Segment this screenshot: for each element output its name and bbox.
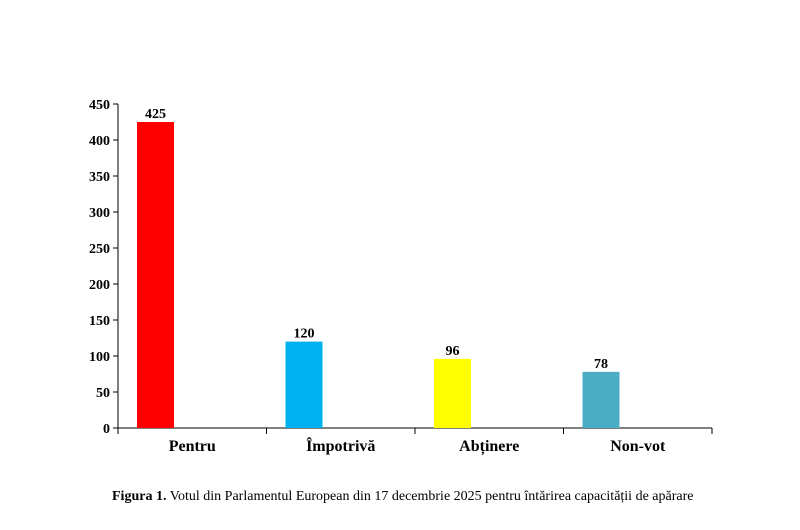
y-tick-label: 300 — [89, 206, 110, 221]
category-label: Non-vot — [610, 438, 666, 455]
y-tick-label: 400 — [89, 134, 110, 149]
bars — [137, 122, 620, 428]
value-label: 120 — [294, 327, 315, 342]
value-label: 78 — [594, 357, 608, 372]
value-label: 96 — [446, 344, 460, 359]
y-tick-label: 0 — [103, 422, 110, 437]
bar-4 — [582, 371, 620, 428]
x-axis: Pentru Împotrivă Abținere Non-vot — [117, 427, 713, 456]
category-label: Împotrivă — [306, 436, 375, 455]
caption-label: Figura 1. — [112, 489, 167, 504]
y-tick-label: 450 — [89, 98, 110, 113]
category-label: Abținere — [459, 438, 519, 456]
y-tick-label: 200 — [89, 278, 110, 293]
bar-chart: 0 50 100 150 200 250 300 350 400 450 Pentru Împotr… — [89, 98, 713, 456]
y-tick-label: 150 — [89, 314, 110, 329]
y-tick-label: 50 — [96, 386, 110, 401]
figure-caption: Figura 1. Votul din Parlamentul European… — [112, 487, 744, 506]
value-label: 425 — [145, 107, 166, 122]
bar-1 — [137, 122, 174, 428]
y-axis: 0 50 100 150 200 250 300 350 400 450 — [89, 98, 119, 437]
bar-2 — [285, 341, 323, 428]
bar-3 — [434, 358, 471, 428]
y-tick-label: 250 — [89, 242, 110, 257]
y-tick-label: 350 — [89, 170, 110, 185]
category-label: Pentru — [169, 438, 216, 455]
value-labels: 425 120 96 78 — [145, 107, 608, 372]
y-tick-label: 100 — [89, 350, 110, 365]
caption-text: Votul din Parlamentul European din 17 de… — [169, 489, 694, 504]
